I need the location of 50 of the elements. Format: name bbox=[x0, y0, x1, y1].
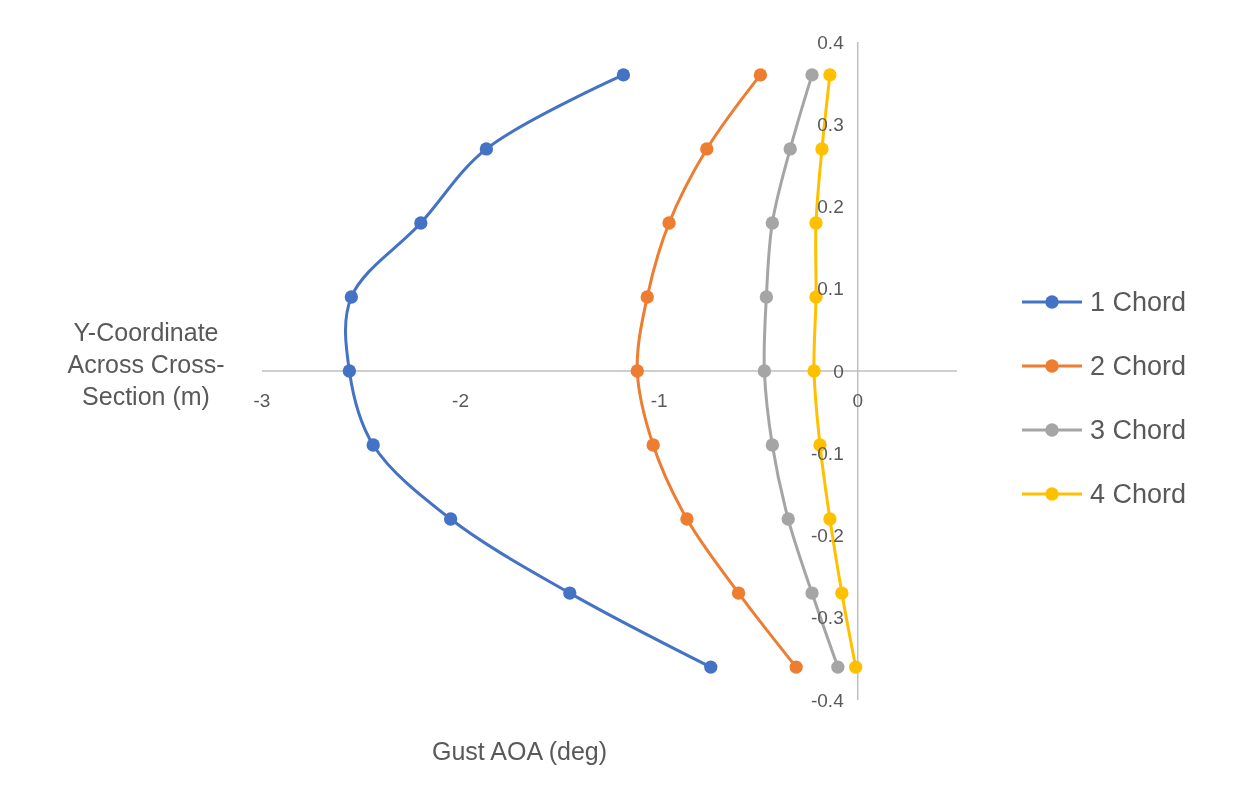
y-tick-label: 0 bbox=[833, 360, 844, 382]
point bbox=[753, 68, 768, 82]
point bbox=[640, 290, 654, 304]
y-tick-label: 0.1 bbox=[817, 278, 844, 300]
y-tick-label: -0.3 bbox=[810, 607, 844, 629]
y-axis-title: Y-Coordinate Across Cross-Section (m) bbox=[67, 318, 225, 410]
point bbox=[835, 586, 849, 600]
point bbox=[680, 512, 694, 526]
point bbox=[805, 68, 819, 82]
x-tick-label: -2 bbox=[452, 390, 470, 411]
point bbox=[807, 364, 821, 378]
point bbox=[700, 142, 714, 156]
point bbox=[344, 290, 359, 304]
point bbox=[765, 438, 779, 452]
x-tick-label: 0 bbox=[852, 390, 863, 411]
point bbox=[781, 512, 795, 526]
point bbox=[823, 68, 837, 82]
point bbox=[414, 216, 428, 230]
legend-label: 3 Chord bbox=[1090, 415, 1187, 446]
point bbox=[704, 660, 718, 674]
point bbox=[759, 290, 774, 304]
legend-label: 4 Chord bbox=[1090, 479, 1187, 510]
x-axis-title: Gust AOA (deg) bbox=[431, 737, 608, 765]
point bbox=[783, 142, 797, 156]
point bbox=[757, 364, 772, 378]
point bbox=[443, 512, 458, 526]
point bbox=[809, 216, 823, 230]
point bbox=[765, 216, 779, 230]
point bbox=[479, 142, 494, 156]
x-tick-label: -1 bbox=[650, 390, 668, 411]
point bbox=[616, 68, 631, 82]
point bbox=[563, 586, 577, 600]
point bbox=[662, 216, 676, 230]
point bbox=[815, 142, 829, 156]
y-tick-label: 0.2 bbox=[817, 196, 844, 218]
point bbox=[342, 364, 357, 378]
point bbox=[646, 438, 660, 452]
y-tick-label: -0.4 bbox=[810, 689, 845, 711]
point bbox=[789, 660, 803, 674]
x-tick-label: -3 bbox=[253, 390, 271, 411]
y-tick-label: 0.4 bbox=[817, 31, 845, 53]
point bbox=[366, 438, 380, 452]
point bbox=[805, 586, 819, 600]
legend-label: 2 Chord bbox=[1090, 351, 1187, 382]
point bbox=[831, 660, 845, 674]
point bbox=[849, 660, 863, 674]
legend-label: 1 Chord bbox=[1090, 287, 1187, 318]
point bbox=[630, 364, 644, 378]
point bbox=[731, 586, 746, 600]
point bbox=[823, 512, 837, 526]
